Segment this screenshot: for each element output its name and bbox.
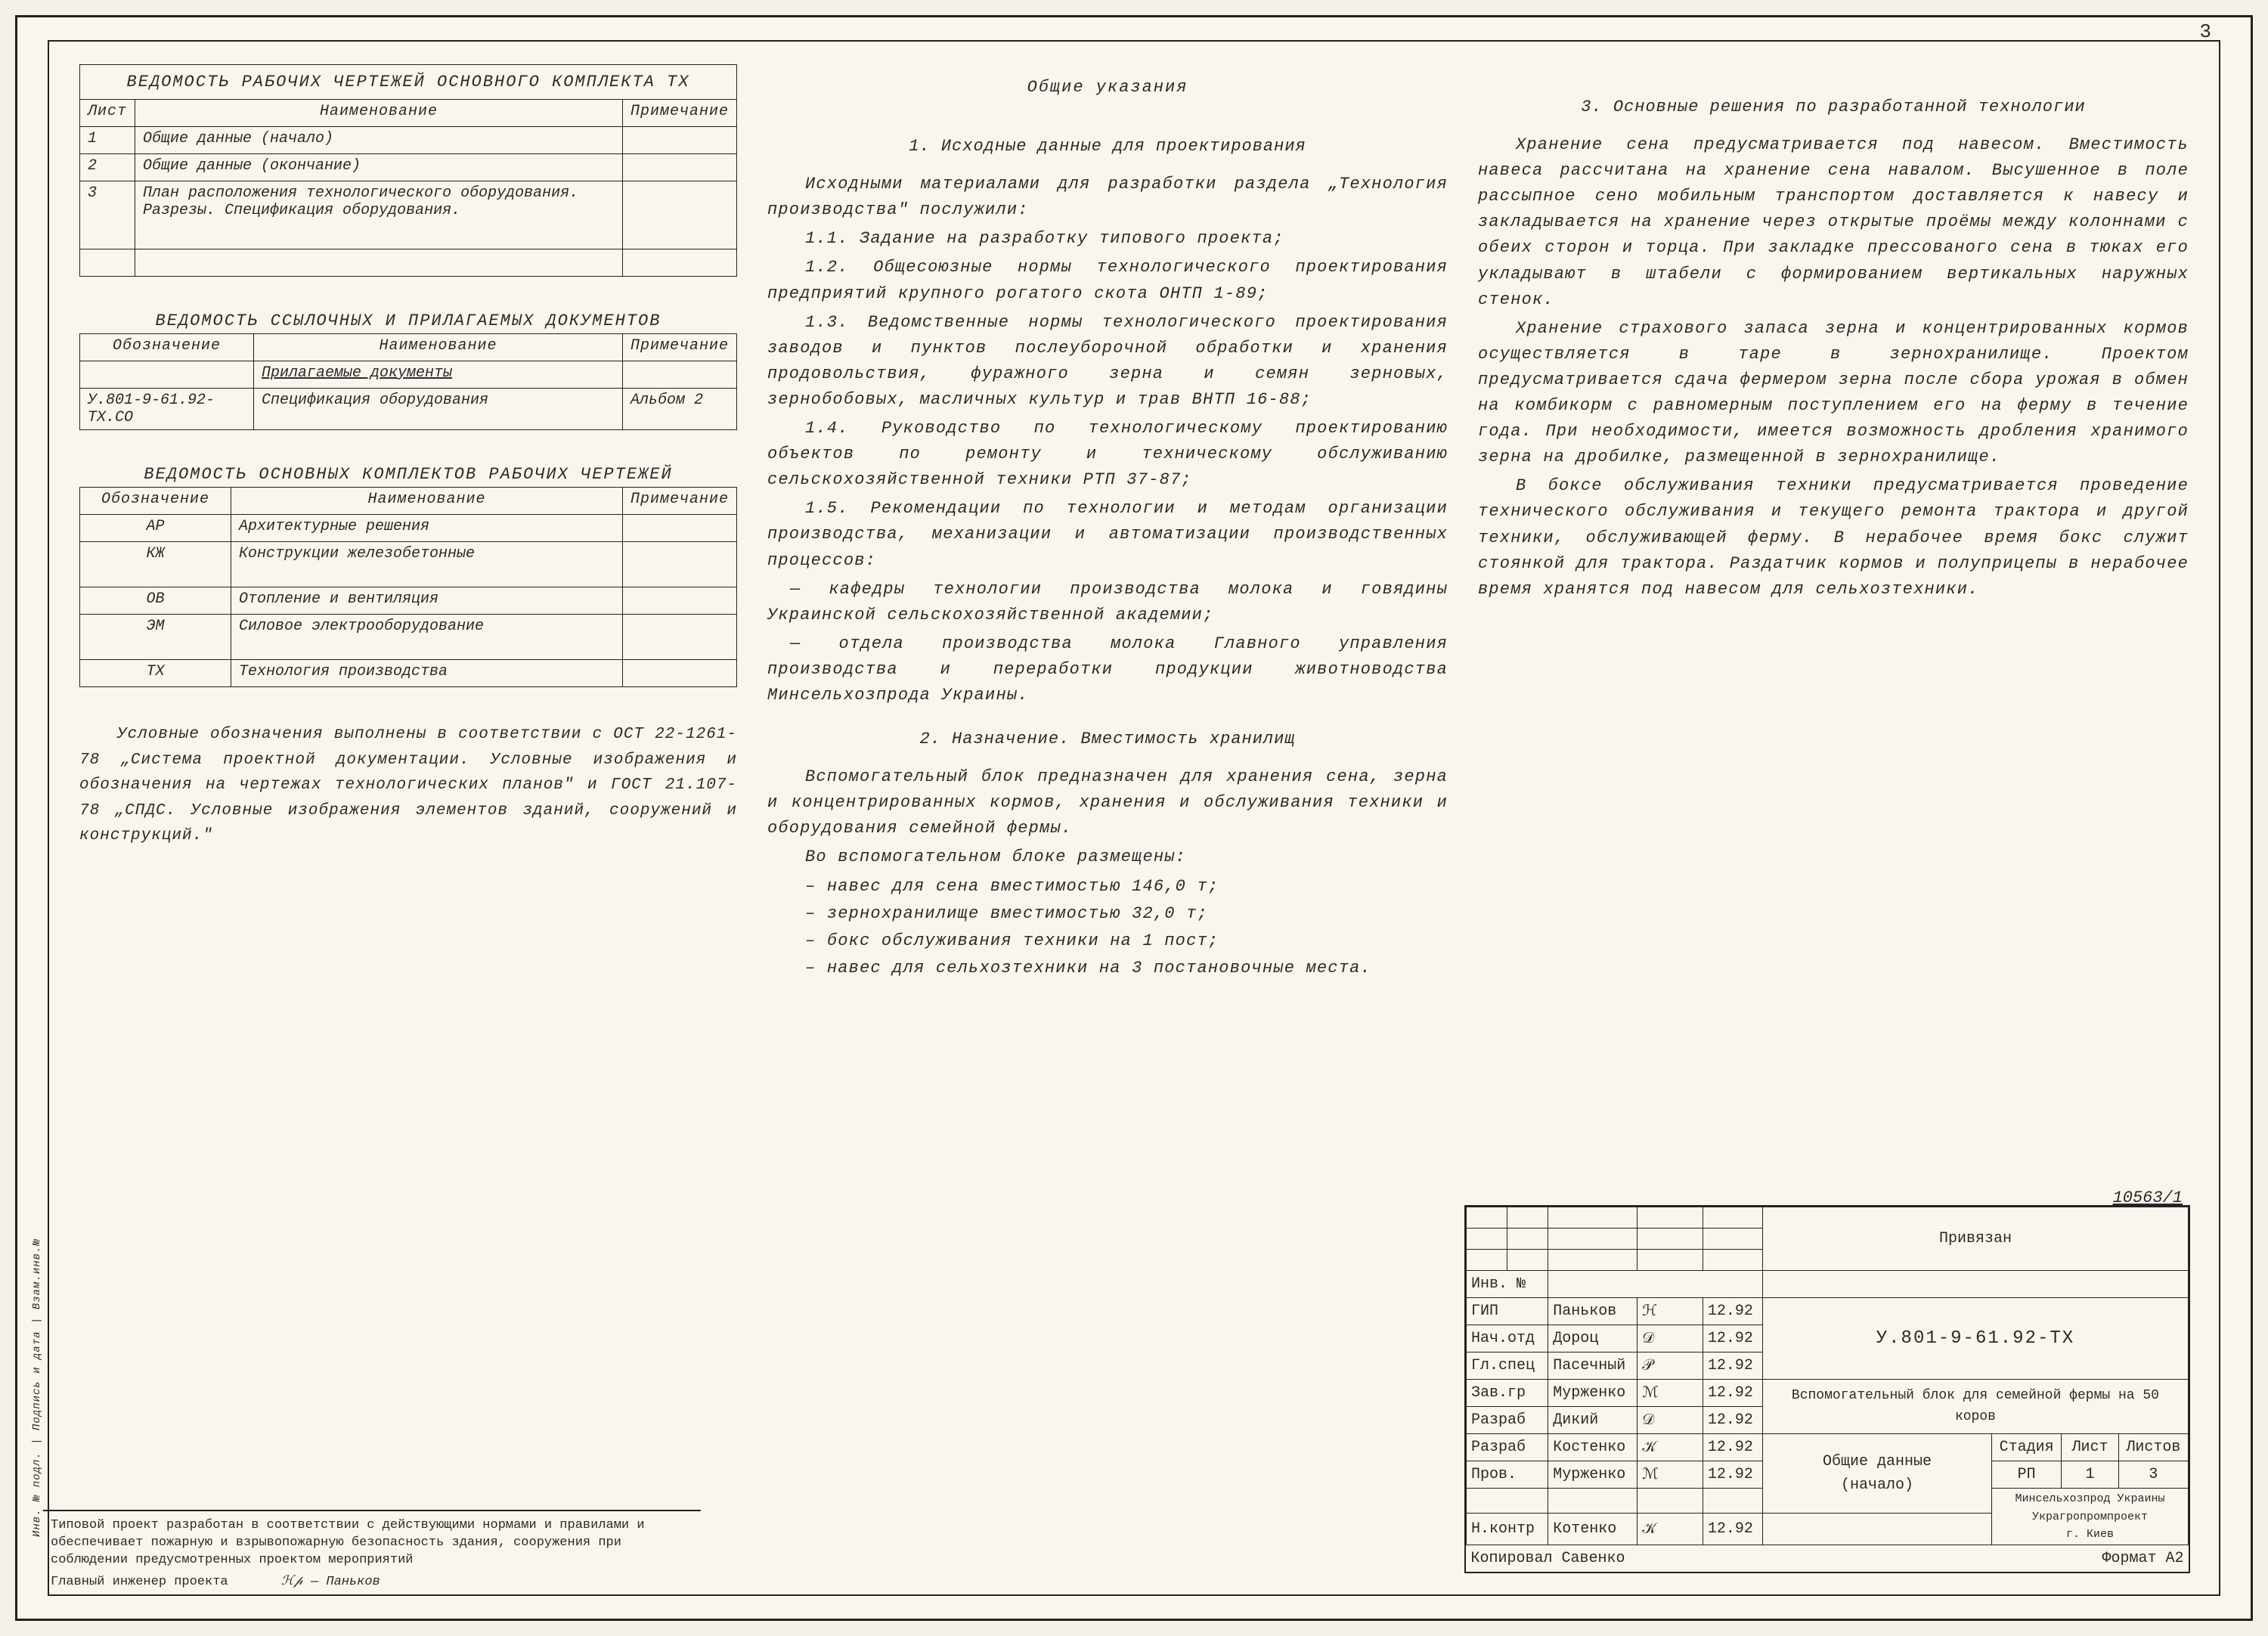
stage-value: РП — [1992, 1461, 2062, 1489]
sheet-value: 1 — [2062, 1461, 2119, 1489]
list-item: зернохранилище вместимостью 32,0 т; — [805, 901, 1448, 927]
s1-item: 1.5. Рекомендации по технологии и метода… — [767, 496, 1448, 573]
s1-item: 1.4. Руководство по технологическому про… — [767, 416, 1448, 493]
th: Примечание — [622, 100, 736, 127]
page-number: 3 — [2199, 20, 2211, 43]
table2: Обозначение Наименование Примечание Прил… — [79, 333, 737, 430]
s1-intro: Исходными материалами для разработки раз… — [767, 172, 1448, 223]
s1-item: 1.3. Ведомственные нормы технологическог… — [767, 310, 1448, 413]
s2-p2: Во вспомогательном блоке размещены: — [767, 844, 1448, 870]
table-row: ЭМСиловое электрооборудование — [80, 615, 737, 660]
left-column: Ведомость рабочих чертежей основного ком… — [79, 64, 737, 1572]
table-row: 1Общие данные (начало) — [80, 127, 737, 154]
binding-margin-label: Инв. № подл. | Подпись и дата | Взам.инв… — [31, 1238, 43, 1537]
table-row: ОВОтопление и вентиляция — [80, 587, 737, 615]
list-item: навес для сена вместимостью 146,0 т; — [805, 874, 1448, 900]
th: Обозначение — [80, 488, 231, 515]
doc-title: Общие данные — [1768, 1450, 1987, 1473]
s1-sub: — отдела производства молока Главного уп… — [767, 631, 1448, 708]
s1-title: 1. Исходные данные для проектирования — [767, 134, 1448, 160]
inv-label: Инв. № — [1467, 1271, 1548, 1298]
th: Обозначение — [80, 334, 254, 361]
archive-number: 10563/1 — [2113, 1185, 2183, 1211]
s3-p3: В боксе обслуживания техники предусматри… — [1478, 473, 2189, 602]
footer-role: Главный инженер проекта — [51, 1575, 228, 1589]
table-row: У.801-9-61.92-ТХ.СОСпецификация оборудов… — [80, 389, 737, 430]
list-item: навес для сельхозтехники на 3 постановоч… — [805, 956, 1448, 981]
conventions-note: Условные обозначения выполнены в соответ… — [79, 722, 737, 849]
inner-frame: 3 Инв. № подл. | Подпись и дата | Взам.и… — [48, 40, 2220, 1596]
s3-title: 3. Основные решения по разработанной тех… — [1478, 95, 2189, 120]
sheets-value: 3 — [2118, 1461, 2188, 1489]
table-row: Прилагаемые документы — [80, 361, 737, 389]
th: Лист — [80, 100, 135, 127]
table3: Обозначение Наименование Примечание АРАр… — [79, 487, 737, 687]
general-heading: Общие указания — [767, 75, 1448, 101]
th: Наименование — [135, 100, 623, 127]
s2-title: 2. Назначение. Вместимость хранилищ — [767, 727, 1448, 752]
title-block: 10563/1 Привязан Инв. № ГИППаньковℋ12.9 — [1464, 1205, 2190, 1573]
th: Наименование — [231, 488, 623, 515]
th: Примечание — [622, 334, 736, 361]
bound-label: Привязан — [1762, 1207, 2188, 1271]
table-row — [80, 249, 737, 277]
s1-sub: — кафедры технологии производства молока… — [767, 577, 1448, 628]
middle-column: Общие указания 1. Исходные данные для пр… — [767, 64, 1448, 1572]
th: Наименование — [254, 334, 623, 361]
s3-p2: Хранение страхового запаса зерна и конце… — [1478, 316, 2189, 471]
project-title: Вспомогательный блок для семейной фермы … — [1762, 1380, 2188, 1434]
table3-title: Ведомость основных комплектов рабочих че… — [79, 465, 737, 484]
table-row: АРАрхитектурные решения — [80, 515, 737, 542]
table1-title: Ведомость рабочих чертежей основного ком… — [79, 64, 737, 99]
s3-p1: Хранение сена предусматривается под наве… — [1478, 132, 2189, 313]
s1-item: 1.1. Задание на разработку типового прое… — [767, 226, 1448, 252]
footer-text: Типовой проект разработан в соответствии… — [51, 1517, 693, 1569]
format-label: Формат А2 — [1762, 1545, 2188, 1572]
list-item: бокс обслуживания техники на 1 пост; — [805, 928, 1448, 954]
table2-title: Ведомость ссылочных и прилагаемых докуме… — [79, 311, 737, 330]
s2-p1: Вспомогательный блок предназначен для хр… — [767, 764, 1448, 841]
table-row: ТХТехнология производства — [80, 660, 737, 687]
table-row: КЖКонструкции железобетонные — [80, 542, 737, 587]
doc-subtitle: (начало) — [1768, 1473, 1987, 1497]
th: Примечание — [622, 488, 736, 515]
right-column: 3. Основные решения по разработанной тех… — [1478, 64, 2189, 1572]
s1-item: 1.2. Общесоюзные нормы технологического … — [767, 255, 1448, 306]
drawing-sheet: 3 Инв. № подл. | Подпись и дата | Взам.и… — [15, 15, 2253, 1621]
table1: Лист Наименование Примечание 1Общие данн… — [79, 99, 737, 277]
table-row: 3План расположения технологического обор… — [80, 181, 737, 249]
drawing-code: У.801-9-61.92-ТХ — [1762, 1298, 2188, 1380]
footer-signature: — Паньков — [311, 1575, 380, 1589]
compliance-footer: Типовой проект разработан в соответствии… — [43, 1510, 701, 1594]
copied-by: Копировал Савенко — [1467, 1545, 1763, 1572]
s2-list: навес для сена вместимостью 146,0 т; зер… — [767, 874, 1448, 983]
table-row: 2Общие данные (окончание) — [80, 154, 737, 181]
